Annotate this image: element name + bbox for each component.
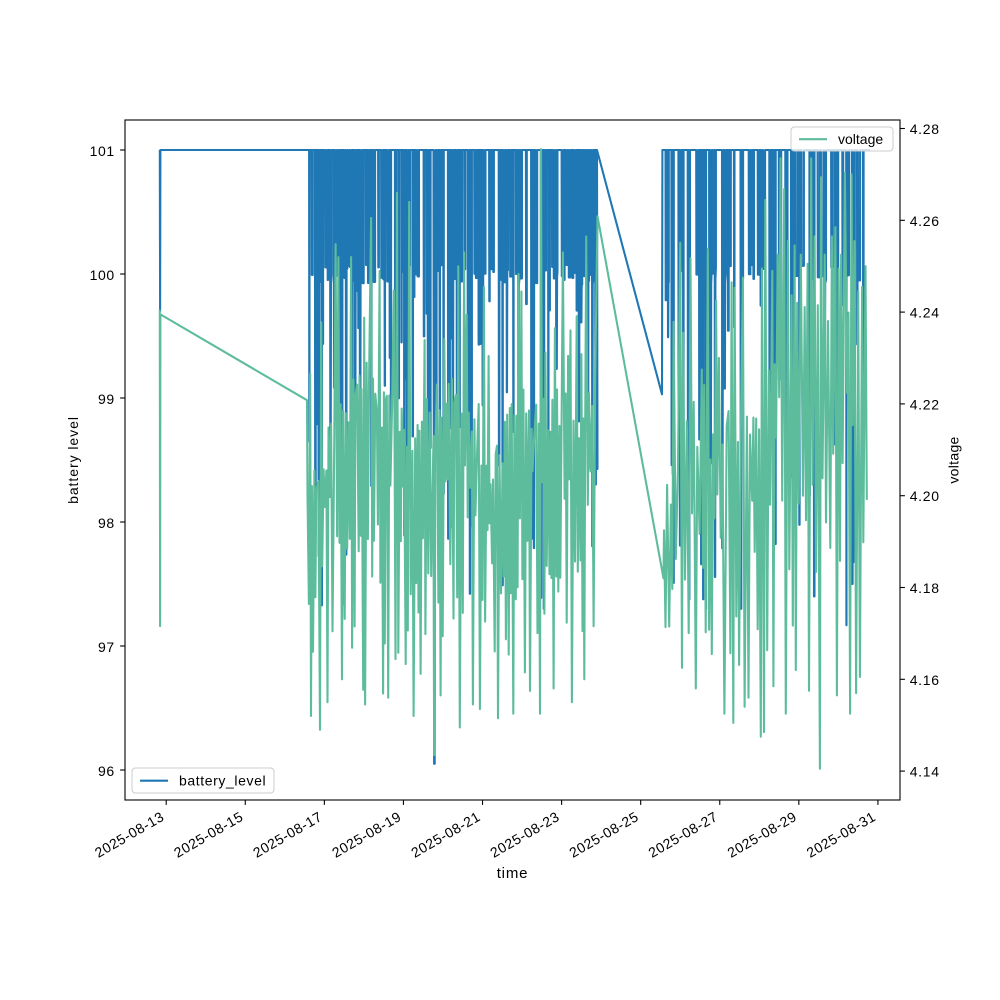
svg-text:4.18: 4.18	[910, 580, 940, 596]
svg-text:time: time	[497, 865, 529, 882]
svg-text:97: 97	[98, 639, 115, 655]
svg-text:voltage: voltage	[946, 436, 962, 483]
svg-text:battery_level: battery_level	[179, 773, 266, 789]
svg-text:voltage: voltage	[838, 131, 883, 147]
svg-text:4.26: 4.26	[910, 213, 940, 229]
svg-text:99: 99	[98, 391, 115, 407]
svg-text:4.14: 4.14	[910, 764, 940, 780]
svg-text:96: 96	[98, 763, 115, 779]
svg-text:4.28: 4.28	[910, 121, 940, 137]
svg-text:4.16: 4.16	[910, 672, 940, 688]
svg-text:battery level: battery level	[65, 416, 81, 504]
svg-text:4.22: 4.22	[910, 396, 940, 412]
svg-text:101: 101	[90, 143, 115, 159]
svg-text:4.24: 4.24	[910, 305, 940, 321]
svg-text:100: 100	[90, 267, 115, 283]
svg-text:4.20: 4.20	[910, 488, 940, 504]
svg-text:98: 98	[98, 515, 115, 531]
